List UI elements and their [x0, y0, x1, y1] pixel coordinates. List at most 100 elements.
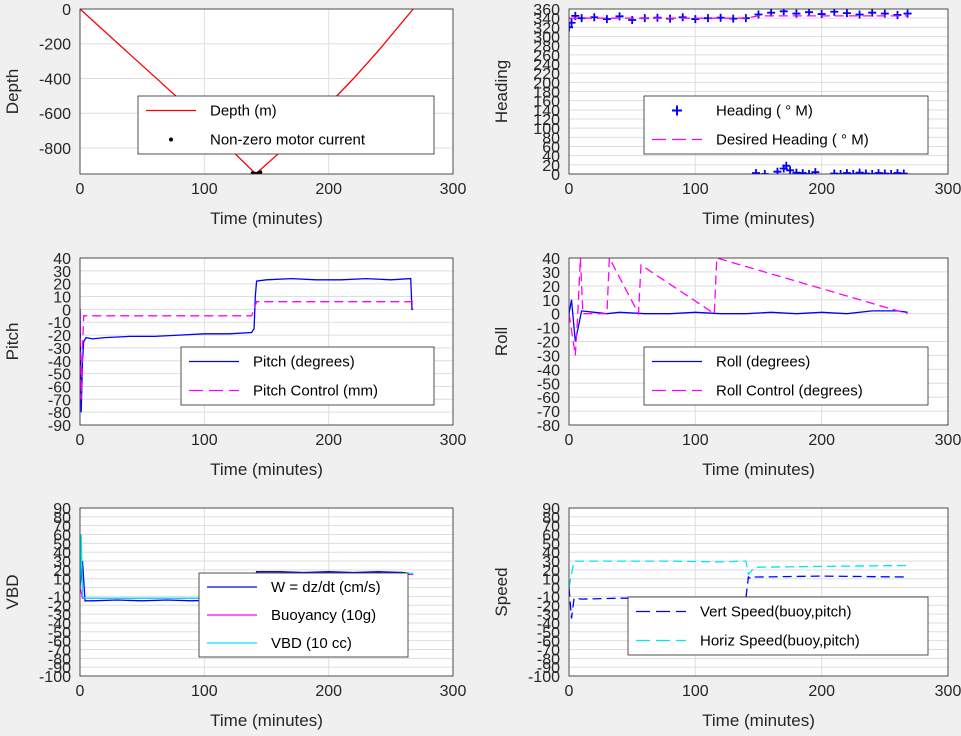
legend-label: Non-zero motor current	[210, 132, 366, 149]
y-tick-label: 10	[542, 572, 560, 589]
legend-label: Roll (degrees)	[716, 354, 810, 371]
y-tick-label: 50	[53, 536, 71, 553]
series-line	[569, 575, 908, 619]
data-point	[615, 12, 624, 21]
data-point	[569, 18, 576, 27]
series-group	[80, 277, 414, 413]
y-tick-label: -20	[48, 598, 71, 615]
y-tick-label: 60	[542, 528, 560, 545]
y-tick-label: -80	[48, 651, 71, 668]
y-tick-label: -100	[528, 669, 560, 686]
legend-label: Horiz Speed(buoy,pitch)	[700, 633, 860, 650]
x-tick-label: 200	[315, 181, 342, 198]
y-tick-label: 90	[53, 501, 71, 518]
x-tick-label: 300	[935, 683, 961, 700]
x-axis-label: Time (minutes)	[210, 209, 323, 228]
legend-label: Heading ( ° M)	[716, 103, 813, 120]
x-tick-label: 200	[808, 181, 835, 198]
y-tick-label: -30	[48, 607, 71, 624]
y-tick-label: 0	[62, 2, 71, 19]
y-tick-label: -400	[39, 71, 71, 88]
y-tick-label: 0	[551, 581, 560, 598]
data-point	[798, 169, 807, 174]
data-point	[779, 9, 788, 16]
y-tick-label: -50	[48, 625, 71, 642]
x-tick-label: 300	[440, 181, 467, 198]
y-tick-label: -600	[39, 106, 71, 123]
subplot-6: 0 100 200 3009080706050403020100-10-20-30-4…	[492, 501, 961, 730]
axes-box	[79, 507, 454, 677]
series-line	[80, 301, 414, 400]
y-tick-label: 0	[551, 167, 560, 184]
legend-label: Buoyancy (10g)	[271, 607, 376, 624]
legend-box	[627, 596, 929, 656]
data-point	[893, 10, 902, 19]
x-tick-label: 0	[76, 683, 85, 700]
legend: Depth (m) Non-zero motor current	[137, 95, 435, 155]
legend-label: Desired Heading ( ° M)	[716, 132, 869, 149]
legend-box	[180, 346, 435, 406]
data-point	[760, 170, 769, 174]
x-tick-label: 0	[565, 181, 574, 198]
y-axis-label: Pitch	[3, 323, 22, 361]
y-tick-label: -40	[537, 616, 560, 633]
x-tick-label: 200	[808, 683, 835, 700]
legend-label: W = dz/dt (cm/s)	[271, 579, 381, 596]
y-tick-label: -40	[48, 616, 71, 633]
data-point	[811, 168, 820, 174]
y-tick-label: -90	[48, 418, 71, 435]
y-tick-label: 0	[62, 581, 71, 598]
y-tick-label: 340	[533, 11, 560, 28]
subplot-1: 0 100 200 300 0 -200 -400 -600 -800 Time (minutes…	[3, 2, 466, 228]
y-tick-label: 160	[533, 94, 560, 111]
x-tick-label: 100	[191, 181, 218, 198]
y-tick-label: 120	[533, 112, 560, 129]
y-tick-label: 70	[53, 519, 71, 536]
subplot-3: 0 100 200 300403020100-10-20-30-40-50-60-70…	[3, 251, 466, 479]
y-tick-label: 360	[533, 2, 560, 19]
x-tick-label: 300	[440, 683, 467, 700]
data-point	[602, 15, 611, 24]
y-tick-label: 140	[533, 103, 560, 120]
y-tick-label: -50	[48, 367, 71, 384]
y-tick-label: 200	[533, 75, 560, 92]
y-tick-label: -30	[537, 607, 560, 624]
legend-marker	[672, 105, 682, 116]
y-tick-label: 260	[533, 48, 560, 65]
y-tick-label: -10	[537, 589, 560, 606]
y-tick-label: -70	[48, 642, 71, 659]
y-tick-label: 90	[542, 501, 560, 518]
x-tick-label: 0	[565, 432, 574, 449]
legend-label: VBD (10 cc)	[271, 635, 352, 652]
data-point	[855, 168, 864, 174]
y-tick-label: 60	[53, 528, 71, 545]
data-point	[855, 10, 864, 19]
x-tick-label: 300	[440, 432, 467, 449]
x-tick-label: 100	[191, 432, 218, 449]
x-tick-label: 200	[315, 432, 342, 449]
x-tick-label: 100	[682, 181, 709, 198]
x-axis-label: Time (minutes)	[702, 711, 815, 730]
y-tick-label: 40	[53, 251, 71, 268]
y-tick-label: 10	[542, 293, 560, 310]
y-tick-label: 300	[533, 30, 560, 47]
data-point	[773, 167, 782, 174]
data-point	[590, 13, 599, 22]
axes-box	[79, 257, 454, 426]
legend-label: Depth (m)	[210, 103, 277, 120]
y-tick-label: -90	[537, 660, 560, 677]
data-point	[754, 10, 763, 19]
y-tick-label: -200	[39, 37, 71, 54]
y-tick-label: 20	[542, 158, 560, 175]
data-point	[691, 15, 700, 24]
x-tick-label: 0	[76, 432, 85, 449]
y-tick-label: -70	[537, 642, 560, 659]
legend: W = dz/dt (cm/s) Buoyancy (10g) VBD (10 cc…	[198, 572, 409, 658]
y-tick-label: 20	[542, 279, 560, 296]
y-tick-label: 100	[533, 121, 560, 138]
data-point	[899, 169, 908, 174]
y-tick-label: 20	[542, 563, 560, 580]
x-tick-label: 300	[935, 432, 961, 449]
y-tick-label: 180	[533, 85, 560, 102]
y-tick-label: 40	[53, 545, 71, 562]
